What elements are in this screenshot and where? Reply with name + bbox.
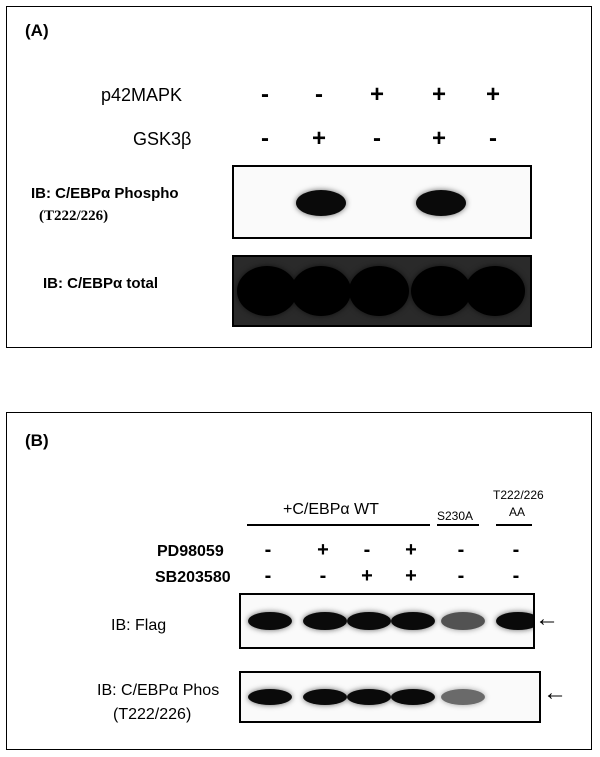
- group-s230a-line: [437, 524, 479, 526]
- total-blot-a: [232, 255, 532, 327]
- group-t222-label: T222/226: [493, 488, 544, 502]
- blot-b1-label: IB: Flag: [111, 617, 166, 635]
- total-band-lane-1: [237, 266, 297, 316]
- sb203580-mark-lane-3: +: [355, 565, 379, 588]
- blot-b2-label-main: IB: C/EBPα Phos: [97, 682, 219, 699]
- group-s230a-label: S230A: [437, 509, 473, 523]
- pd98059-mark-lane-1: -: [256, 539, 280, 562]
- flag-band-lane-4: [391, 612, 435, 630]
- pd98059-label: PD98059: [157, 543, 224, 561]
- phos-band-lane-4: [391, 689, 435, 705]
- gsk3b-mark-lane-3: -: [365, 125, 389, 153]
- pd98059-mark-lane-3: -: [355, 539, 379, 562]
- blot-a2-label: IB: C/EBPα total: [43, 275, 158, 292]
- p42mapk-mark-lane-4: +: [427, 81, 451, 109]
- flag-band-lane-3: [347, 612, 391, 630]
- panel-b: (B) +C/EBPα WT S230A T222/226 AA PD98059…: [6, 412, 592, 750]
- sb203580-mark-lane-5: -: [449, 565, 473, 588]
- panel-a-label: (A): [25, 21, 49, 41]
- pd98059-mark-lane-2: +: [311, 539, 335, 562]
- gsk3b-mark-lane-5: -: [481, 125, 505, 153]
- p42mapk-mark-lane-5: +: [481, 81, 505, 109]
- pd98059-mark-lane-4: +: [399, 539, 423, 562]
- flag-band-lane-1: [248, 612, 292, 630]
- sb203580-mark-lane-2: -: [311, 565, 335, 588]
- group-wt-label: +C/EBPα WT: [283, 501, 379, 519]
- panel-b-label: (B): [25, 431, 49, 451]
- gsk3b-mark-lane-2: +: [307, 125, 331, 153]
- phos-band-lane-3: [347, 689, 391, 705]
- phospho-band-lane-2: [296, 190, 346, 216]
- sb203580-mark-lane-6: -: [504, 565, 528, 588]
- blot-a1-label-main: IB: C/EBPα Phospho: [31, 185, 179, 202]
- phos-blot-b: [239, 671, 541, 723]
- blot-b2-label-sub: (T222/226): [97, 706, 191, 723]
- flag-band-lane-6: [496, 612, 535, 630]
- phos-band-lane-5: [441, 689, 485, 705]
- gsk3b-mark-lane-4: +: [427, 125, 451, 153]
- blot-b1-arrow: ←: [535, 605, 559, 633]
- sb203580-mark-lane-4: +: [399, 565, 423, 588]
- sb203580-label: SB203580: [155, 569, 231, 587]
- total-band-lane-5: [465, 266, 525, 316]
- group-wt-line: [247, 524, 430, 526]
- phospho-band-lane-4: [416, 190, 466, 216]
- p42mapk-label: p42MAPK: [101, 85, 182, 106]
- phos-band-lane-2: [303, 689, 347, 705]
- blot-b2-label: IB: C/EBPα Phos (T222/226): [97, 679, 219, 727]
- pd98059-mark-lane-6: -: [504, 539, 528, 562]
- flag-blot-b: [239, 593, 535, 649]
- group-t222-line: [496, 524, 532, 526]
- phospho-blot-a: [232, 165, 532, 239]
- blot-a1-label-sub: (T222/226): [31, 208, 108, 224]
- pd98059-mark-lane-5: -: [449, 539, 473, 562]
- total-band-lane-2: [291, 266, 351, 316]
- p42mapk-mark-lane-3: +: [365, 81, 389, 109]
- phos-band-lane-1: [248, 689, 292, 705]
- gsk3b-label: GSK3β: [133, 129, 191, 150]
- gsk3b-mark-lane-1: -: [253, 125, 277, 153]
- p42mapk-mark-lane-2: -: [307, 81, 331, 109]
- group-t222-sub-label: AA: [509, 505, 525, 519]
- sb203580-mark-lane-1: -: [256, 565, 280, 588]
- blot-b2-arrow: ←: [543, 679, 567, 707]
- panel-a: (A) p42MAPK GSK3β - - + + + - + - + - IB: C/EBPα…: [6, 6, 592, 348]
- flag-band-lane-2: [303, 612, 347, 630]
- total-band-lane-3: [349, 266, 409, 316]
- blot-a1-label: IB: C/EBPα Phospho (T222/226): [31, 183, 179, 227]
- flag-band-lane-5: [441, 612, 485, 630]
- p42mapk-mark-lane-1: -: [253, 81, 277, 109]
- total-band-lane-4: [411, 266, 471, 316]
